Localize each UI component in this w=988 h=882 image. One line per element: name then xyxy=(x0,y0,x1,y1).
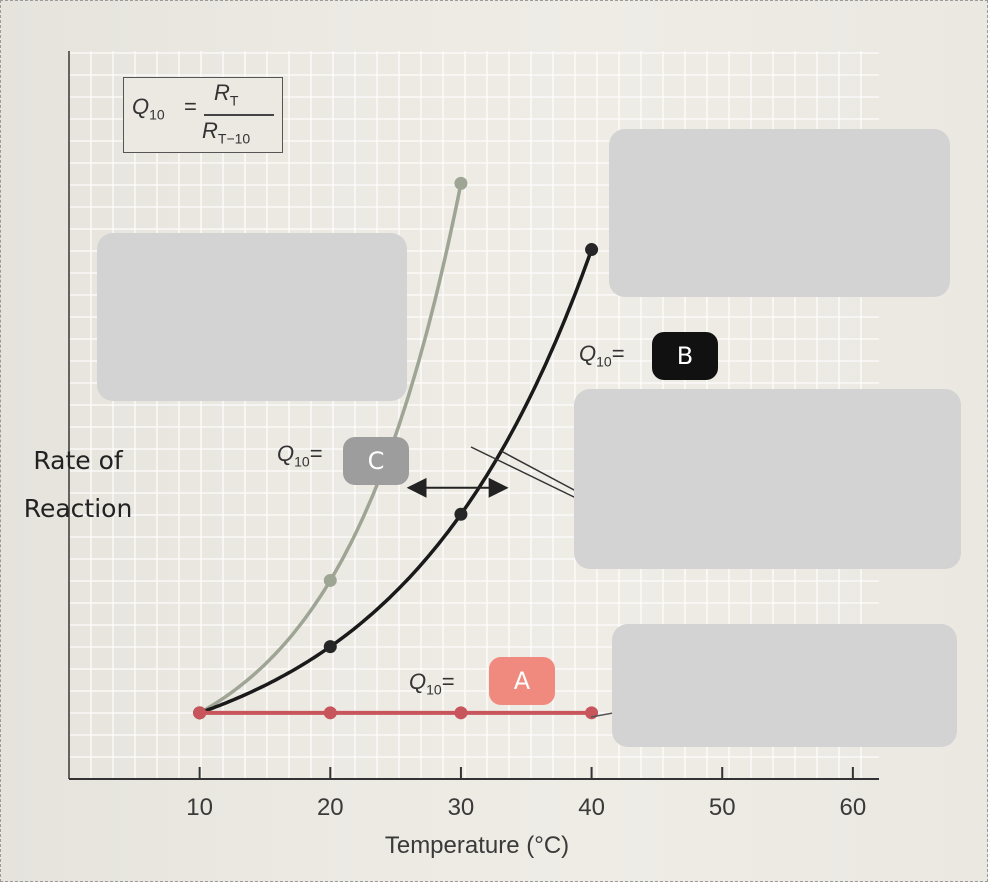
badge-a[interactable]: A xyxy=(489,657,555,705)
pointer-line xyxy=(500,450,577,492)
data-point xyxy=(193,706,207,720)
annotation-arrows xyxy=(406,446,614,718)
data-point xyxy=(454,706,468,720)
formula-denominator-r: R xyxy=(202,118,218,143)
x-tick-label: 30 xyxy=(448,794,475,821)
formula-denominator-sub: T−10 xyxy=(217,130,251,147)
formula-equals: = xyxy=(184,94,197,119)
hidden-label-box-2[interactable] xyxy=(609,129,950,297)
pointer-line xyxy=(590,712,614,718)
axes xyxy=(68,51,879,780)
q10-a-equals: = xyxy=(441,669,455,694)
x-tick-label: 50 xyxy=(709,794,736,821)
y-axis-label: Rate of Reaction xyxy=(23,446,133,523)
x-tick-label: 40 xyxy=(578,794,605,821)
q10-c-sub: 10 xyxy=(294,453,310,470)
pointer-line xyxy=(470,446,577,499)
badge-c[interactable]: C xyxy=(343,437,409,485)
q10-b-sub: 10 xyxy=(596,353,612,370)
formula-numerator: RT xyxy=(214,80,238,108)
data-point xyxy=(454,176,468,190)
x-ticks: 10 20 30 40 50 60 xyxy=(186,767,866,821)
hidden-label-box-4[interactable] xyxy=(612,624,957,747)
data-point xyxy=(323,640,337,654)
q10-b-q: Q xyxy=(579,341,597,366)
q10-label-b: Q10= xyxy=(579,341,625,369)
x-tick-label: 60 xyxy=(840,794,867,821)
badge-b[interactable]: B xyxy=(652,332,718,380)
formula-lhs-sub: 10 xyxy=(149,106,165,123)
q10-a-q: Q xyxy=(409,669,427,694)
x-tick-label: 10 xyxy=(186,794,213,821)
data-point xyxy=(323,573,337,587)
q10-formula-box: Q10 = RT RT−10 xyxy=(123,77,283,153)
q10-b-equals: = xyxy=(611,341,625,366)
series-line xyxy=(199,248,594,715)
formula-denominator: RT−10 xyxy=(202,118,250,146)
q10-c-equals: = xyxy=(309,441,323,466)
q10-c-q: Q xyxy=(277,441,295,466)
q10-a-sub: 10 xyxy=(426,681,442,698)
series-layer xyxy=(193,176,599,720)
formula-numerator-sub: T xyxy=(229,92,239,109)
formula-lhs: Q10 xyxy=(132,94,165,122)
x-axis-label: Temperature (°C) xyxy=(385,832,569,859)
hidden-label-box-1[interactable] xyxy=(97,233,407,401)
x-tick-label: 20 xyxy=(317,794,344,821)
formula-lhs-q: Q xyxy=(132,94,150,119)
data-point xyxy=(454,507,468,521)
fraction-bar xyxy=(204,114,274,116)
data-point xyxy=(585,243,599,257)
q10-label-a: Q10= xyxy=(409,669,455,697)
data-point xyxy=(323,706,337,720)
q10-label-c: Q10= xyxy=(277,441,323,469)
hidden-label-box-3[interactable] xyxy=(574,389,961,569)
formula-numerator-r: R xyxy=(214,80,230,105)
